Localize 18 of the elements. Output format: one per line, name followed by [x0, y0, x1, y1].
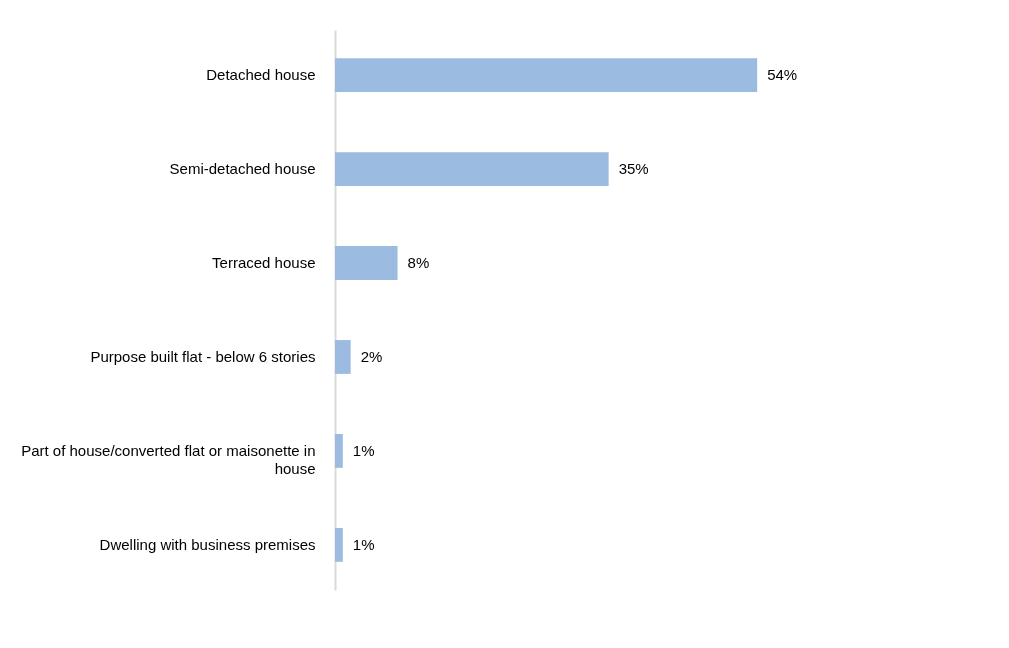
data-label: 1%	[352, 441, 375, 459]
y-tick-label: Terraced house	[212, 254, 316, 272]
bar	[335, 58, 758, 93]
data-label: 35%	[618, 160, 649, 178]
data-label: 8%	[407, 254, 430, 272]
data-label: 54%	[767, 66, 798, 84]
bar	[335, 434, 343, 468]
y-tick-label: Detached house	[206, 66, 316, 84]
y-tick-label: Purpose built flat - below 6 stories	[90, 347, 316, 365]
bar	[335, 527, 343, 562]
y-tick-label: Dwelling with business premises	[99, 535, 316, 553]
y-tick-label: Part of house/converted flat or maisonette in house	[21, 441, 316, 477]
data-label: 2%	[360, 347, 383, 365]
data-label: 1%	[352, 535, 375, 553]
y-tick-label: Semi-detached house	[169, 160, 316, 178]
bar	[335, 246, 398, 280]
bar	[335, 152, 609, 186]
bar	[335, 340, 351, 374]
